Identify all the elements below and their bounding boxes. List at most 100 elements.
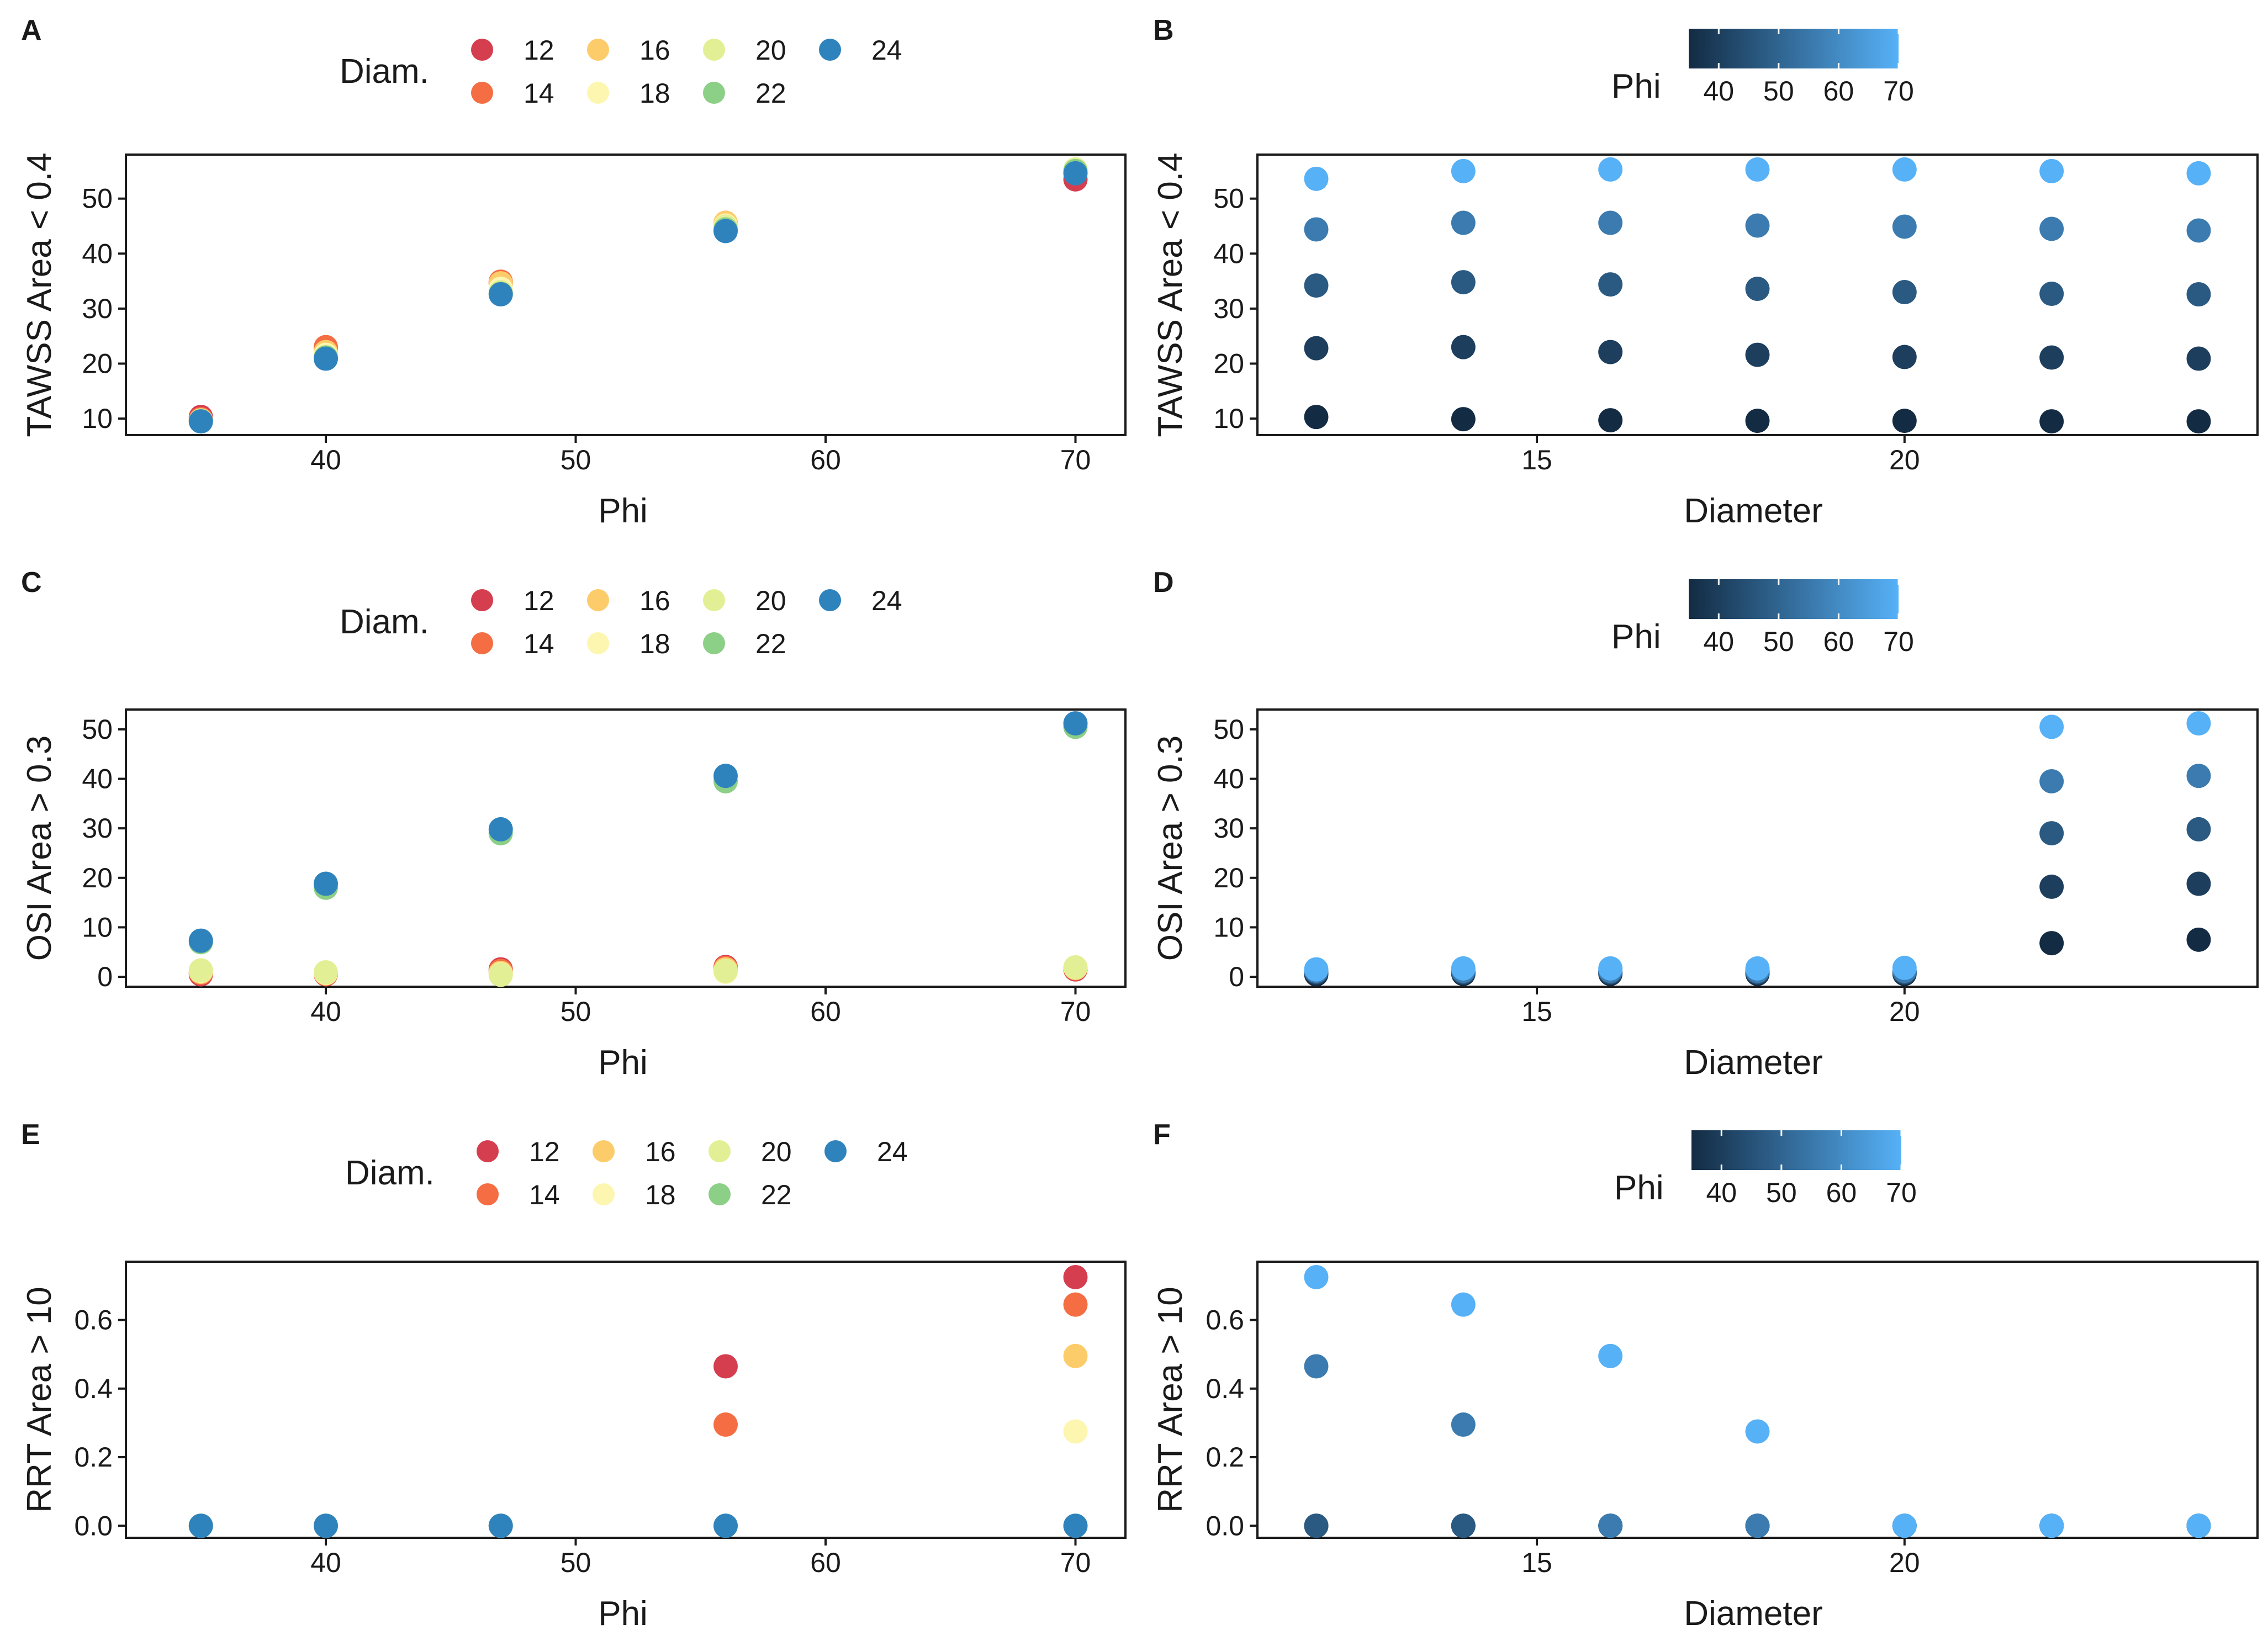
panel-label: F <box>1153 1119 1171 1151</box>
colorbar-label: 40 <box>1703 626 1734 657</box>
data-point <box>2039 158 2064 183</box>
legend-title: Phi <box>1611 618 1661 656</box>
data-point <box>713 1513 738 1538</box>
colorbar <box>1689 29 1899 68</box>
y-tick-label: 10 <box>1213 912 1244 943</box>
data-point <box>2039 282 2064 306</box>
y-tick-label: 20 <box>82 862 113 893</box>
y-tick-label: 0.6 <box>1206 1305 1244 1336</box>
plot-frame <box>1256 708 2259 988</box>
data-point <box>2186 161 2211 186</box>
legend-swatch <box>471 589 493 611</box>
legend-label: 16 <box>639 35 670 66</box>
y-tick-label: 30 <box>1213 813 1244 844</box>
data-point <box>1745 956 1770 981</box>
x-tick-label: 50 <box>561 444 591 475</box>
data-point <box>1451 270 1476 295</box>
data-point <box>2039 409 2064 434</box>
data-point <box>1745 1513 1770 1538</box>
data-point <box>488 282 513 307</box>
data-point <box>1745 1419 1770 1444</box>
y-tick-label: 10 <box>82 912 113 943</box>
y-tick-label: 40 <box>82 764 113 795</box>
legend-label: 12 <box>524 585 554 616</box>
colorbar-label: 70 <box>1883 76 1914 107</box>
x-tick-label: 60 <box>810 996 841 1027</box>
data-point <box>1892 955 1917 980</box>
data-point <box>2039 714 2064 739</box>
x-tick-label: 40 <box>310 444 341 475</box>
y-tick-label: 0.2 <box>74 1442 113 1473</box>
legend-label: 22 <box>755 78 786 109</box>
colorbar-label: 50 <box>1763 76 1794 107</box>
x-axis-title: Diameter <box>1684 1044 1823 1082</box>
legend-swatch <box>587 589 609 611</box>
data-point <box>2039 931 2064 956</box>
data-point <box>2186 817 2211 841</box>
plot-frame <box>125 708 1127 988</box>
legend-label: 12 <box>529 1136 560 1167</box>
data-point <box>713 1412 738 1437</box>
data-point <box>314 871 338 896</box>
data-point <box>2039 874 2064 899</box>
data-point <box>1451 956 1476 981</box>
x-tick-label: 20 <box>1889 1547 1920 1578</box>
legend-swatch <box>477 1140 499 1162</box>
data-point <box>1745 157 1770 182</box>
colorbar-label: 70 <box>1883 626 1914 657</box>
data-point <box>1304 1513 1329 1538</box>
data-point <box>713 219 738 244</box>
legend-title: Diam. <box>345 1154 435 1192</box>
data-point <box>1598 1513 1623 1538</box>
y-axis-title: TAWSS Area < 0.4 <box>20 152 59 437</box>
legend-swatch <box>703 632 725 654</box>
data-point <box>1598 1343 1623 1368</box>
data-point <box>1892 345 1917 369</box>
y-tick-label: 0 <box>97 961 113 992</box>
data-point <box>2039 821 2064 846</box>
panel-d: D 15 20 0 10 20 30 40 50 Diameter OSI Area > 0.3 Ph… <box>1151 567 2259 1082</box>
y-tick-label: 40 <box>82 238 113 269</box>
y-tick-label: 10 <box>82 403 113 434</box>
data-point <box>1063 711 1088 736</box>
y-axis-title: OSI Area > 0.3 <box>20 735 59 961</box>
data-point <box>1304 217 1329 242</box>
data-point <box>1063 1419 1088 1444</box>
legend-label: 12 <box>524 35 554 66</box>
x-tick-label: 15 <box>1521 996 1552 1027</box>
data-point <box>2186 764 2211 788</box>
y-axis-title: RRT Area > 10 <box>1151 1287 1189 1513</box>
x-tick-label: 20 <box>1889 996 1920 1027</box>
data-point <box>2186 1513 2211 1538</box>
data-point <box>1892 214 1917 239</box>
legend-label: 14 <box>524 78 554 109</box>
y-axis-title: OSI Area > 0.3 <box>1151 735 1189 961</box>
data-point <box>2039 1513 2064 1538</box>
legend-swatch <box>587 39 609 61</box>
data-point <box>1598 408 1623 433</box>
plot-frame <box>1256 154 2259 436</box>
legend-title: Phi <box>1611 67 1661 105</box>
legend-swatch <box>593 1183 615 1205</box>
legend-label: 24 <box>871 35 902 66</box>
data-point <box>1063 1292 1088 1317</box>
legend-swatch <box>471 82 493 104</box>
legend-title: Diam. <box>340 52 429 91</box>
data-point <box>2186 409 2211 434</box>
data-point <box>713 959 738 983</box>
legend-label: 16 <box>645 1136 676 1167</box>
data-point <box>2186 927 2211 952</box>
data-point <box>314 346 338 371</box>
data-point <box>1451 1292 1476 1317</box>
legend-swatch <box>587 632 609 654</box>
colorbar-label: 60 <box>1823 76 1854 107</box>
colorbar-label: 50 <box>1763 626 1794 657</box>
data-point <box>713 1354 738 1379</box>
panel-label: C <box>21 567 42 599</box>
legend-swatch <box>709 1140 731 1162</box>
data-point <box>1745 342 1770 367</box>
y-tick-label: 50 <box>82 714 113 745</box>
data-point <box>2186 346 2211 371</box>
x-axis-title: Diameter <box>1684 1595 1823 1633</box>
